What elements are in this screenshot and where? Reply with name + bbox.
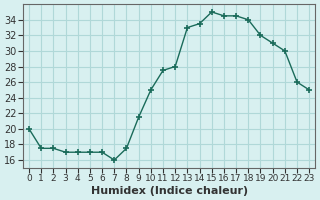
X-axis label: Humidex (Indice chaleur): Humidex (Indice chaleur) [91, 186, 248, 196]
